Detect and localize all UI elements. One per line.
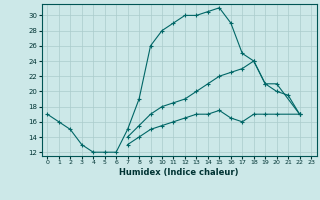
X-axis label: Humidex (Indice chaleur): Humidex (Indice chaleur) — [119, 168, 239, 177]
